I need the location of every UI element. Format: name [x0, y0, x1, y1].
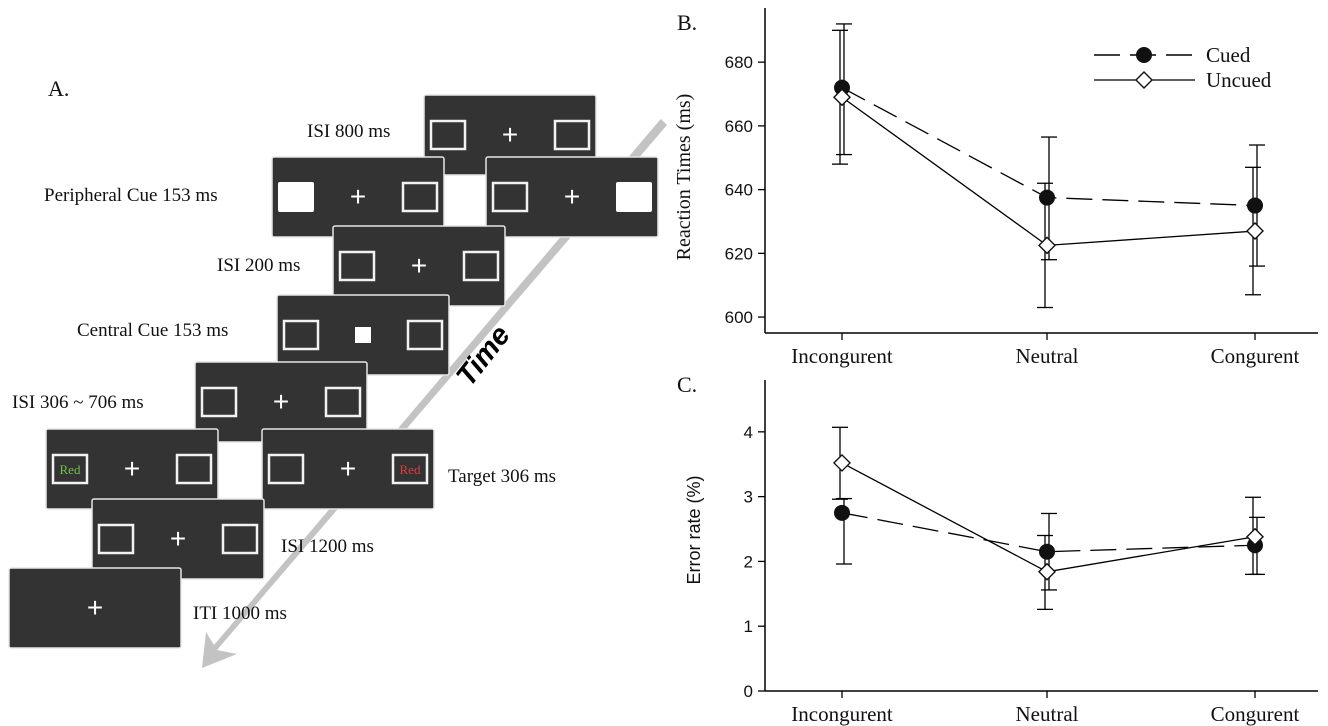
legend-uncued-marker — [1135, 71, 1153, 89]
y-tick-label: 1 — [744, 617, 753, 636]
legend: Cued Uncued — [1094, 43, 1272, 92]
fixation-cross: + — [564, 181, 580, 212]
fixation-cross: + — [340, 453, 356, 484]
legend-cued-marker — [1136, 47, 1152, 63]
placeholder-box — [429, 119, 467, 151]
screen-5: + — [194, 361, 368, 443]
point-uncued — [1038, 562, 1056, 581]
screen-background — [261, 428, 435, 510]
placeholder-box — [338, 250, 376, 282]
point-cued — [1247, 197, 1263, 214]
fixation-cross: + — [124, 453, 140, 484]
y-tick-label: 620 — [725, 244, 753, 263]
panel-b-reaction-times-chart: B. 600 620 640 660 680 Incongurent Neutral Con… — [673, 8, 1318, 368]
screen-6: Red + — [45, 428, 219, 510]
screen-0: + — [423, 94, 597, 176]
central-cue-square — [355, 327, 371, 343]
panel-b-label: B. — [677, 10, 697, 35]
placeholder-box — [324, 386, 362, 418]
y-tick-label: 600 — [725, 308, 753, 327]
placeholder-box — [221, 523, 259, 555]
placeholder-box — [175, 453, 213, 485]
placeholder-box — [97, 523, 135, 555]
placeholder-box — [401, 181, 439, 213]
label-iti: ITI 1000 ms — [193, 603, 287, 624]
point-uncued — [1246, 222, 1264, 241]
placeholder-box — [406, 319, 444, 351]
x-tick-label: Incongurent — [791, 344, 893, 368]
screen-background — [485, 156, 659, 238]
y-tick-label: 0 — [744, 682, 753, 701]
point-uncued — [833, 453, 851, 472]
label-central-cue: Central Cue 153 ms — [77, 320, 228, 341]
placeholder-box — [391, 453, 429, 485]
y-tick-label: 2 — [744, 552, 753, 571]
placeholder-box — [200, 386, 238, 418]
x-tick-label: Neutral — [1016, 702, 1079, 726]
legend-uncued-label: Uncued — [1206, 68, 1272, 92]
placeholder-box — [51, 453, 89, 485]
target-word: Red — [60, 462, 81, 477]
panel-c-label: C. — [677, 372, 697, 397]
legend-cued-label: Cued — [1206, 43, 1251, 67]
fixation-cross: + — [87, 592, 103, 623]
screen-7: Red + — [261, 428, 435, 510]
screen-8: + — [91, 498, 265, 580]
point-uncued — [1246, 527, 1264, 546]
label-isi-1200: ISI 1200 ms — [281, 536, 374, 557]
time-arrow — [202, 119, 667, 668]
label-isi-306-706: ISI 306 ~ 706 ms — [12, 392, 144, 413]
y-tick-label: 680 — [725, 53, 753, 72]
label-isi-200: ISI 200 ms — [217, 255, 300, 276]
placeholder-box — [282, 319, 320, 351]
fixation-cross: + — [170, 523, 186, 554]
label-target: Target 306 ms — [448, 466, 556, 487]
screen-9: + — [8, 567, 182, 649]
panel-b-y-axis-title: Reaction Times (ms) — [673, 94, 695, 261]
cue-box-filled — [278, 182, 314, 212]
point-cued — [834, 79, 850, 96]
point-cued — [1039, 543, 1055, 560]
x-tick-label: Congurent — [1211, 702, 1300, 726]
placeholder-box — [553, 119, 591, 151]
panel-c-y-axis-title: Error rate (%) — [684, 475, 704, 584]
screen-1: + — [271, 156, 445, 238]
y-tick-label: 4 — [744, 423, 753, 442]
placeholder-box — [267, 453, 305, 485]
point-cued — [834, 504, 850, 521]
label-peripheral-cue: Peripheral Cue 153 ms — [44, 185, 218, 206]
y-tick-label: 3 — [744, 488, 753, 507]
y-tick-label: 640 — [725, 181, 753, 200]
screen-4 — [276, 294, 450, 376]
fixation-cross: + — [502, 119, 518, 150]
placeholder-box — [462, 250, 500, 282]
screen-3: + — [332, 225, 506, 307]
placeholder-box — [491, 181, 529, 213]
fixation-cross: + — [350, 181, 366, 212]
screen-background — [8, 567, 182, 649]
point-uncued — [833, 88, 851, 107]
fixation-cross: + — [273, 386, 289, 417]
x-tick-label: Neutral — [1016, 344, 1079, 368]
x-tick-label: Incongurent — [791, 702, 893, 726]
panel-a-trial-sequence: A. ++ +++Red + Red+++ Time ISI 800 ms Perip… — [8, 76, 667, 668]
panel-a-label: A. — [48, 76, 69, 101]
label-isi-800: ISI 800 ms — [307, 121, 390, 142]
screen-2: + — [485, 156, 659, 238]
x-tick-label: Congurent — [1211, 344, 1300, 368]
fixation-cross: + — [411, 250, 427, 281]
point-cued — [1039, 189, 1055, 206]
y-tick-label: 660 — [725, 117, 753, 136]
series-line-cued — [841, 512, 1256, 553]
target-word: Red — [400, 462, 421, 477]
cue-box-filled — [616, 182, 652, 212]
point-uncued — [1038, 236, 1056, 255]
panel-c-error-rate-chart: C. 0 1 2 3 4 Incongurent Neutral Congurent Err… — [677, 372, 1318, 726]
